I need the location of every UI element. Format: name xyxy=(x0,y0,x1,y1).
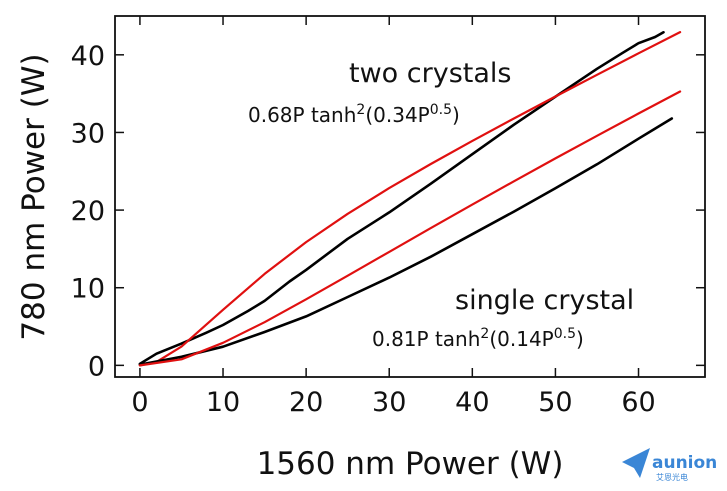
formula-close: ) xyxy=(576,327,584,351)
measured-curve-2 xyxy=(138,117,674,366)
x-tick-label: 20 xyxy=(289,387,323,418)
formula-argument: (0.34P xyxy=(365,103,429,127)
logo-text: aunion xyxy=(652,453,717,473)
formula-square: 2 xyxy=(480,326,489,342)
x-tick-label: 0 xyxy=(131,387,148,418)
formula-close: ) xyxy=(452,103,460,127)
y-tick-label: 40 xyxy=(71,41,105,72)
logo-subtext: 艾恩光电 xyxy=(656,472,688,482)
y-tick-label: 10 xyxy=(71,274,105,305)
series-layer xyxy=(138,30,682,367)
formula-exponent: 0.5 xyxy=(430,102,452,118)
annotation-two-crystals-title: two crystals xyxy=(349,58,511,89)
plot-frame xyxy=(114,15,706,378)
y-tick-label: 0 xyxy=(88,351,105,382)
measured-curve-0 xyxy=(138,30,665,366)
x-tick-label: 40 xyxy=(455,387,489,418)
y-axis-title: 780 nm Power (W) xyxy=(16,53,52,340)
formula-exponent: 0.5 xyxy=(554,326,576,342)
annotation-single-crystal-title: single crystal xyxy=(455,285,634,316)
watermark-logo: aunion 艾恩光电 xyxy=(622,448,717,482)
x-tick-label: 30 xyxy=(372,387,406,418)
fit-curve-1 xyxy=(138,30,682,367)
paper-plane-icon xyxy=(622,448,650,478)
x-tick-label: 50 xyxy=(538,387,572,418)
tick-group: 0 10 20 30 40 50 60 0 10 20 30 40 xyxy=(71,16,705,418)
annotation-single-crystal-formula: 0.81P tanh2(0.14P0.5) xyxy=(372,326,584,351)
y-tick-label: 30 xyxy=(71,118,105,149)
formula-main: 0.68P tanh xyxy=(248,103,356,127)
x-tick-label: 60 xyxy=(621,387,655,418)
y-tick-label: 20 xyxy=(71,196,105,227)
formula-main: 0.81P tanh xyxy=(372,327,480,351)
x-axis-title: 1560 nm Power (W) xyxy=(257,446,564,482)
x-tick-label: 10 xyxy=(206,387,240,418)
fit-curve-3 xyxy=(138,90,682,367)
formula-argument: (0.14P xyxy=(489,327,553,351)
formula-square: 2 xyxy=(356,102,365,118)
annotation-two-crystals-formula: 0.68P tanh2(0.34P0.5) xyxy=(248,102,460,127)
